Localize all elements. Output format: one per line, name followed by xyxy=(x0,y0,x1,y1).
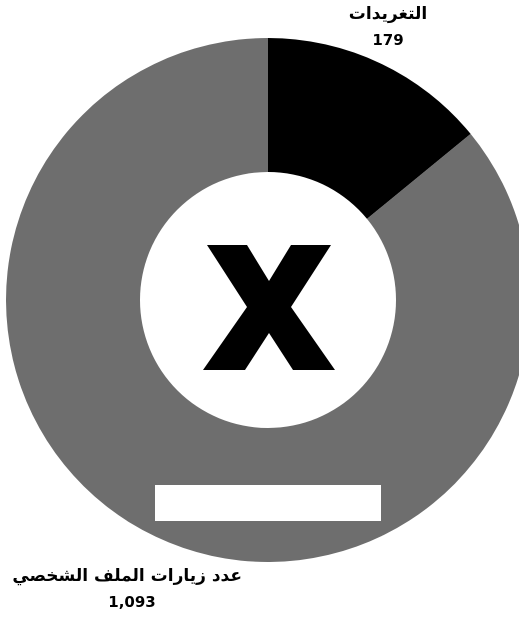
slice-label-tweets-name: التغريدات xyxy=(348,4,428,24)
slice-label-profile-visits-name: عدد زيارات الملف الشخصي xyxy=(12,566,242,586)
x-logo-icon xyxy=(203,245,335,370)
slice-label-profile-visits: عدد زيارات الملف الشخصي 1,093 xyxy=(12,566,242,612)
redacted-bar xyxy=(155,485,381,521)
slice-label-profile-visits-value: 1,093 xyxy=(108,593,156,612)
slice-label-tweets-value: 179 xyxy=(372,31,404,50)
slice-label-tweets: التغريدات 179 xyxy=(338,4,438,50)
